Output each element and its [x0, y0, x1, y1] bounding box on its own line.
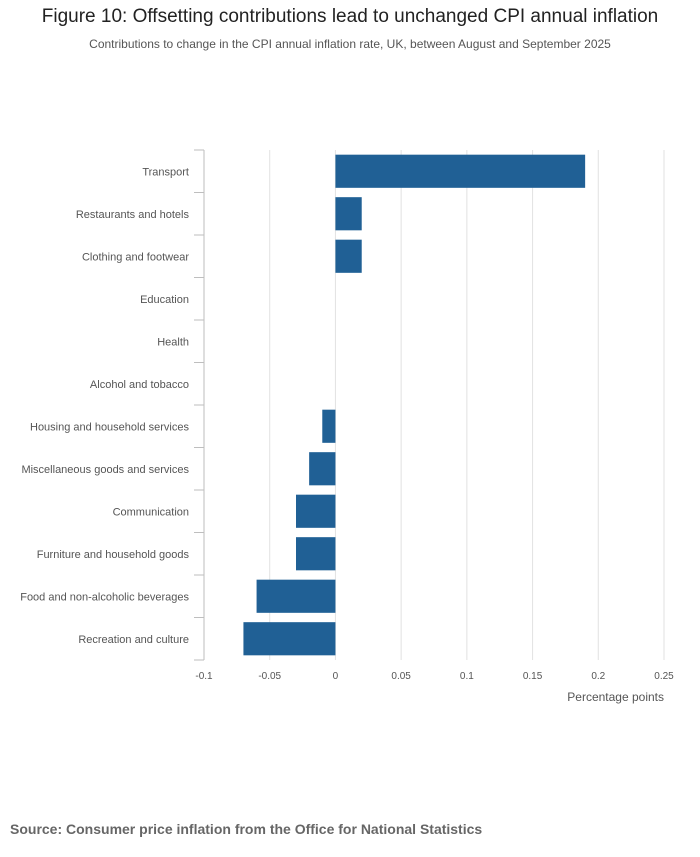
- bar: [296, 494, 336, 528]
- bar: [335, 197, 362, 231]
- bar: [335, 239, 362, 273]
- x-tick-label: 0.15: [523, 671, 543, 682]
- category-label: Communication: [113, 506, 189, 518]
- x-tick-label: 0.1: [460, 671, 474, 682]
- x-tick-label: 0.2: [591, 671, 605, 682]
- category-label: Restaurants and hotels: [76, 209, 190, 221]
- bar: [296, 537, 336, 571]
- category-label: Transport: [142, 166, 189, 178]
- chart-title: Figure 10: Offsetting contributions lead…: [41, 6, 659, 27]
- bar: [322, 409, 336, 443]
- x-tick-label: 0.25: [654, 671, 674, 682]
- x-tick-label: -0.05: [258, 671, 281, 682]
- category-label: Miscellaneous goods and services: [21, 464, 189, 476]
- x-tick-label: 0: [333, 671, 339, 682]
- category-label: Food and non-alcoholic beverages: [20, 591, 189, 603]
- bar: [335, 154, 586, 188]
- chart-subtitle: Contributions to change in the CPI annua…: [89, 37, 611, 51]
- x-axis-title: Percentage points: [567, 690, 664, 704]
- category-label: Health: [157, 336, 189, 348]
- bar: [256, 579, 336, 613]
- source-note: Source: Consumer price inflation from th…: [10, 821, 483, 837]
- category-label: Education: [140, 294, 189, 306]
- x-tick-label: -0.1: [195, 671, 213, 682]
- category-label: Alcohol and tobacco: [90, 379, 189, 391]
- bar: [243, 622, 336, 656]
- category-label: Clothing and footwear: [82, 251, 189, 263]
- category-label: Furniture and household goods: [37, 549, 190, 561]
- category-label: Recreation and culture: [78, 634, 189, 646]
- x-tick-label: 0.05: [391, 671, 411, 682]
- category-label: Housing and household services: [30, 421, 189, 433]
- bar: [309, 452, 336, 486]
